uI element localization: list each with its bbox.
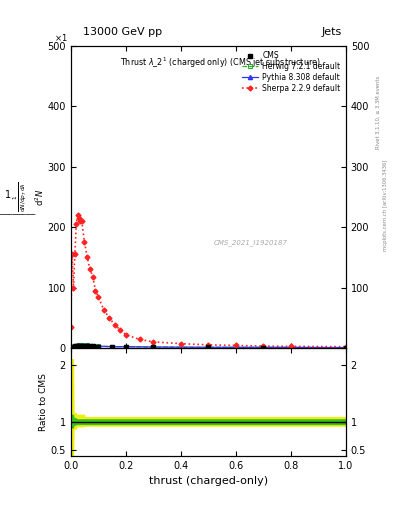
Sherpa 2.2.9 default — [343, 344, 348, 350]
X-axis label: thrust (charged-only): thrust (charged-only) — [149, 476, 268, 486]
CMS — [123, 344, 128, 350]
Pythia 8.308 default — [68, 345, 73, 351]
CMS — [206, 344, 211, 350]
Pythia 8.308 default — [343, 345, 348, 351]
CMS — [77, 343, 81, 349]
Line: Herwig 7.2.1 default: Herwig 7.2.1 default — [69, 344, 348, 350]
Pythia 8.308 default — [151, 344, 156, 350]
Sherpa 2.2.9 default — [96, 293, 101, 300]
Sherpa 2.2.9 default — [72, 251, 77, 258]
Herwig 7.2.1 default — [343, 345, 348, 351]
CMS — [82, 343, 87, 349]
Line: CMS: CMS — [69, 344, 347, 350]
CMS — [75, 343, 80, 349]
Sherpa 2.2.9 default — [233, 343, 238, 349]
Pythia 8.308 default — [261, 344, 266, 350]
Herwig 7.2.1 default — [74, 343, 79, 349]
Herwig 7.2.1 default — [68, 345, 73, 351]
CMS — [88, 343, 92, 349]
Sherpa 2.2.9 default — [79, 218, 84, 224]
Y-axis label: Ratio to CMS: Ratio to CMS — [39, 373, 48, 431]
Y-axis label: $\frac{1}{\mathrm{d}N/\mathrm{d}p_T\,\mathrm{d}\lambda}$
$\mathrm{d}^2N$: $\frac{1}{\mathrm{d}N/\mathrm{d}p_T\,\ma… — [12, 182, 46, 212]
Sherpa 2.2.9 default — [68, 324, 73, 330]
Sherpa 2.2.9 default — [206, 342, 211, 348]
Text: Thrust $\lambda\_2^1$ (charged only) (CMS jet substructure): Thrust $\lambda\_2^1$ (charged only) (CM… — [120, 55, 321, 70]
CMS — [79, 343, 84, 349]
Sherpa 2.2.9 default — [74, 221, 79, 227]
Sherpa 2.2.9 default — [261, 343, 266, 349]
Pythia 8.308 default — [206, 344, 211, 350]
Sherpa 2.2.9 default — [90, 273, 95, 280]
CMS — [90, 344, 95, 350]
Herwig 7.2.1 default — [206, 344, 211, 350]
Sherpa 2.2.9 default — [78, 218, 83, 224]
Sherpa 2.2.9 default — [118, 327, 123, 333]
Herwig 7.2.1 default — [96, 343, 101, 349]
Text: Rivet 3.1.10, ≥ 3.3M events: Rivet 3.1.10, ≥ 3.3M events — [375, 76, 380, 150]
Text: mcplots.cern.ch [arXiv:1306.3436]: mcplots.cern.ch [arXiv:1306.3436] — [383, 159, 388, 250]
Pythia 8.308 default — [70, 344, 75, 350]
CMS — [96, 344, 101, 350]
Text: $\times 1$: $\times 1$ — [55, 32, 68, 43]
Herwig 7.2.1 default — [77, 343, 81, 349]
Pythia 8.308 default — [96, 343, 101, 349]
Text: ─────────────────: ───────────────── — [0, 212, 35, 218]
Sherpa 2.2.9 default — [151, 339, 156, 345]
Pythia 8.308 default — [90, 343, 95, 349]
Text: 13000 GeV pp: 13000 GeV pp — [83, 27, 162, 37]
Sherpa 2.2.9 default — [85, 254, 90, 261]
CMS — [110, 344, 114, 350]
Pythia 8.308 default — [74, 343, 79, 349]
Herwig 7.2.1 default — [71, 344, 76, 350]
Herwig 7.2.1 default — [110, 344, 114, 350]
CMS — [85, 343, 90, 349]
CMS — [68, 345, 73, 351]
Sherpa 2.2.9 default — [178, 340, 183, 347]
Pythia 8.308 default — [79, 342, 84, 348]
Herwig 7.2.1 default — [90, 343, 95, 349]
Pythia 8.308 default — [110, 344, 114, 350]
Sherpa 2.2.9 default — [107, 315, 112, 321]
Sherpa 2.2.9 default — [70, 251, 75, 258]
Sherpa 2.2.9 default — [112, 322, 117, 328]
CMS — [70, 344, 75, 350]
Line: Sherpa 2.2.9 default: Sherpa 2.2.9 default — [69, 214, 347, 349]
Pythia 8.308 default — [123, 344, 128, 350]
Sherpa 2.2.9 default — [137, 336, 142, 343]
Pythia 8.308 default — [77, 343, 81, 349]
Text: 1: 1 — [5, 189, 11, 200]
Text: CMS_2021_I1920187: CMS_2021_I1920187 — [214, 239, 288, 246]
Herwig 7.2.1 default — [79, 343, 84, 349]
CMS — [261, 345, 266, 351]
CMS — [151, 344, 156, 350]
CMS — [343, 345, 348, 351]
Pythia 8.308 default — [85, 343, 90, 349]
Sherpa 2.2.9 default — [82, 239, 87, 245]
Sherpa 2.2.9 default — [288, 344, 293, 350]
Herwig 7.2.1 default — [70, 344, 75, 350]
Herwig 7.2.1 default — [151, 344, 156, 350]
Sherpa 2.2.9 default — [123, 332, 128, 338]
Herwig 7.2.1 default — [123, 344, 128, 350]
CMS — [74, 343, 79, 349]
CMS — [71, 344, 76, 350]
Sherpa 2.2.9 default — [75, 212, 80, 218]
Sherpa 2.2.9 default — [93, 287, 98, 293]
Text: Jets: Jets — [321, 27, 342, 37]
Pythia 8.308 default — [71, 344, 76, 350]
Legend: CMS, Herwig 7.2.1 default, Pythia 8.308 default, Sherpa 2.2.9 default: CMS, Herwig 7.2.1 default, Pythia 8.308 … — [240, 50, 342, 95]
Sherpa 2.2.9 default — [101, 307, 106, 313]
CMS — [72, 344, 77, 350]
Herwig 7.2.1 default — [261, 344, 266, 350]
Sherpa 2.2.9 default — [88, 266, 92, 272]
Line: Pythia 8.308 default: Pythia 8.308 default — [69, 343, 348, 350]
Sherpa 2.2.9 default — [77, 215, 81, 221]
Herwig 7.2.1 default — [85, 343, 90, 349]
Sherpa 2.2.9 default — [71, 285, 76, 291]
